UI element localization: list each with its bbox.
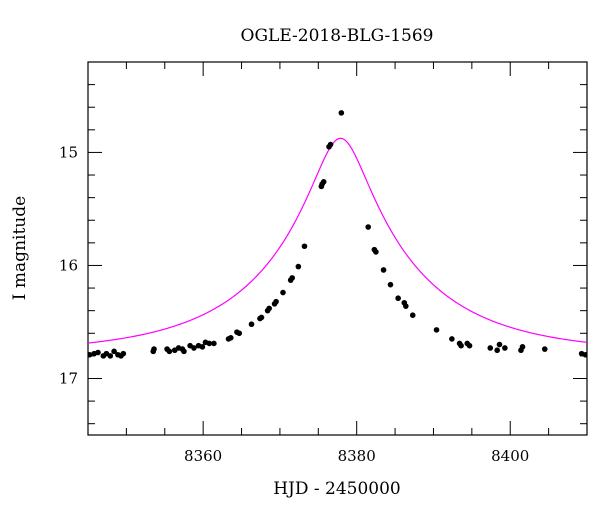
data-point <box>258 314 265 321</box>
data-point <box>494 347 500 354</box>
data-point <box>248 321 255 328</box>
data-point <box>199 344 206 350</box>
data-point <box>433 327 440 333</box>
data-point <box>206 340 213 347</box>
x-tick-label: 8360 <box>184 447 222 465</box>
data-point <box>120 350 127 357</box>
data-point <box>519 344 526 350</box>
data-point <box>191 345 197 351</box>
model-curve <box>88 137 587 344</box>
axis-tick-labels: 8360 8380 8400 15 16 17 <box>59 143 529 465</box>
data-point <box>365 224 372 230</box>
data-point <box>273 298 279 305</box>
data-point <box>466 342 473 349</box>
data-point <box>373 249 379 255</box>
data-point <box>458 342 464 349</box>
y-tick-label: 17 <box>59 369 78 387</box>
data-point <box>541 346 548 352</box>
data-point <box>320 179 327 185</box>
data-point <box>327 141 334 148</box>
data-point <box>88 351 93 358</box>
plot-frame <box>87 61 588 436</box>
data-point <box>95 349 101 356</box>
data-point <box>403 303 409 309</box>
x-axis-label: HJD - 2450000 <box>273 479 401 499</box>
data-point <box>487 345 494 351</box>
data-point <box>266 305 272 312</box>
y-axis-label: I magnitude <box>10 196 30 300</box>
data-point <box>449 336 455 342</box>
data-point <box>289 275 296 281</box>
data-point <box>236 330 243 337</box>
data-point <box>502 345 508 351</box>
x-tick-label: 8400 <box>491 447 529 465</box>
x-tick-label: 8380 <box>338 447 376 465</box>
axis-ticks <box>87 61 588 435</box>
y-tick-label: 16 <box>59 256 78 274</box>
data-point <box>166 348 173 355</box>
data-point <box>582 351 587 358</box>
data-point <box>295 263 302 270</box>
data-point <box>301 243 308 250</box>
data-point <box>387 281 394 288</box>
data-point <box>409 312 416 318</box>
data-point <box>338 110 345 116</box>
data-point <box>496 341 503 348</box>
data-point <box>111 348 117 355</box>
data-point <box>380 267 387 273</box>
data-point <box>227 334 234 341</box>
data-point <box>395 295 401 302</box>
y-tick-label: 15 <box>59 143 78 161</box>
chart-title: OGLE-2018-BLG-1569 <box>241 26 434 46</box>
data-points <box>88 110 587 359</box>
data-point <box>280 289 286 296</box>
data-point <box>107 353 114 359</box>
data-point <box>181 348 187 355</box>
data-point <box>211 340 217 347</box>
data-point <box>151 346 157 352</box>
